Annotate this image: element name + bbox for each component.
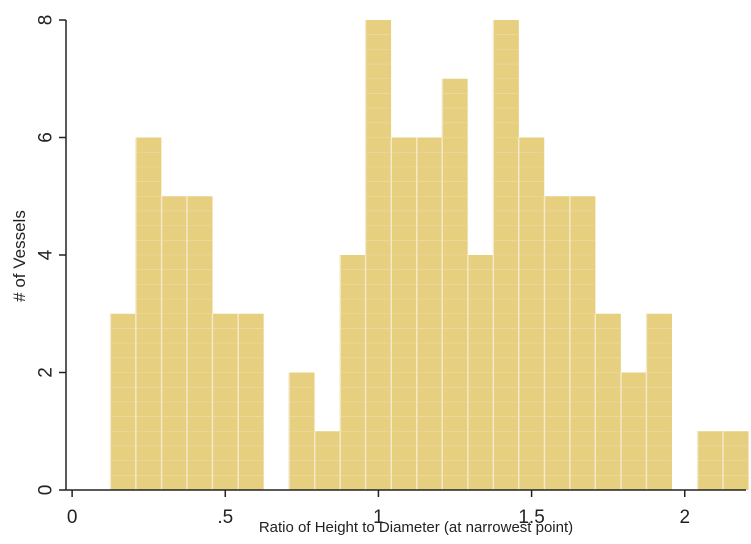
histogram-bar bbox=[162, 196, 188, 490]
histogram-bar bbox=[698, 431, 724, 490]
y-axis-title: # of Vessels bbox=[10, 210, 29, 302]
y-tick-label: 6 bbox=[36, 132, 57, 143]
histogram-bar bbox=[110, 314, 136, 490]
histogram-bar bbox=[646, 314, 672, 490]
histogram-bar bbox=[315, 431, 341, 490]
histogram-bar bbox=[366, 20, 392, 490]
histogram-bar bbox=[595, 314, 621, 490]
y-tick-label: 2 bbox=[36, 367, 57, 378]
histogram-bar bbox=[493, 20, 519, 490]
bars-group bbox=[110, 20, 748, 490]
x-axis-title: Ratio of Height to Diameter (at narrowes… bbox=[259, 519, 573, 536]
histogram-bar bbox=[136, 138, 162, 491]
histogram-bar bbox=[468, 255, 494, 490]
histogram-bar bbox=[519, 138, 545, 491]
histogram-bar bbox=[417, 138, 443, 491]
x-tick-label: 0 bbox=[67, 507, 78, 528]
histogram-bar bbox=[340, 255, 366, 490]
x-tick-label: 2 bbox=[679, 507, 690, 528]
y-tick-label: 0 bbox=[36, 485, 57, 496]
histogram-bar bbox=[212, 314, 238, 490]
histogram-bar bbox=[544, 196, 570, 490]
x-tick-label: .5 bbox=[217, 507, 233, 528]
histogram-bar bbox=[570, 196, 596, 490]
histogram-bar bbox=[238, 314, 264, 490]
histogram-bar bbox=[391, 138, 417, 491]
histogram-bar bbox=[723, 431, 749, 490]
y-tick-label: 4 bbox=[36, 249, 57, 260]
y-tick-label: 8 bbox=[36, 15, 57, 26]
histogram-bar bbox=[442, 79, 468, 490]
histogram-bar bbox=[289, 373, 315, 491]
histogram-bar bbox=[621, 373, 647, 491]
histogram-bar bbox=[187, 196, 213, 490]
